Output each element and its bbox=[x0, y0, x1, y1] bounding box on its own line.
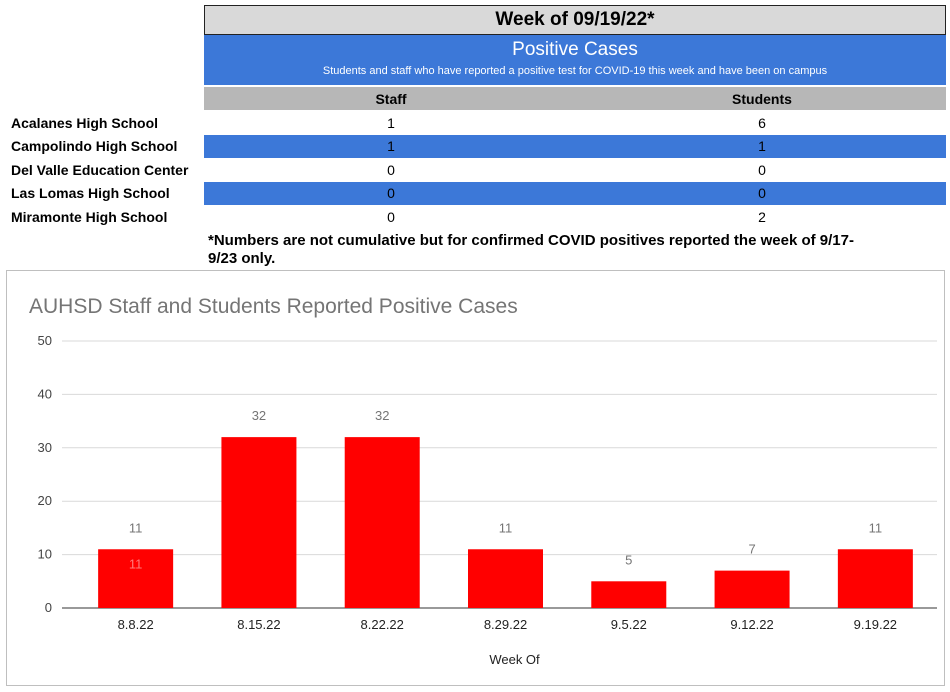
x-tick-label: 8.29.22 bbox=[484, 617, 527, 632]
students-count: 0 bbox=[578, 158, 946, 182]
bar bbox=[468, 549, 543, 608]
y-tick-label: 40 bbox=[38, 386, 52, 401]
table-row: Las Lomas High School 0 0 bbox=[0, 182, 950, 206]
x-tick-label: 8.22.22 bbox=[361, 617, 404, 632]
school-rows: Acalanes High School 1 6 Campolindo High… bbox=[0, 111, 950, 229]
footnote: *Numbers are not cumulative but for conf… bbox=[208, 232, 868, 268]
positive-cases-banner: Positive Cases Students and staff who ha… bbox=[204, 35, 946, 85]
x-tick-label: 8.15.22 bbox=[237, 617, 280, 632]
staff-header: Staff bbox=[204, 87, 578, 110]
school-name: Miramonte High School bbox=[11, 209, 167, 225]
school-name: Acalanes High School bbox=[11, 115, 158, 131]
table-row: Miramonte High School 0 2 bbox=[0, 205, 950, 229]
row-cells: 0 0 bbox=[204, 182, 946, 206]
y-tick-label: 30 bbox=[38, 440, 52, 455]
table-row: Acalanes High School 1 6 bbox=[0, 111, 950, 135]
x-tick-label: 9.19.22 bbox=[854, 617, 897, 632]
students-count: 1 bbox=[578, 135, 946, 159]
y-tick-label: 50 bbox=[38, 333, 52, 348]
y-tick-label: 0 bbox=[45, 600, 52, 615]
x-tick-label: 9.12.22 bbox=[730, 617, 773, 632]
bar bbox=[221, 437, 296, 608]
bar bbox=[838, 549, 913, 608]
bar bbox=[345, 437, 420, 608]
column-headers: Staff Students bbox=[204, 87, 946, 110]
students-header: Students bbox=[578, 87, 946, 110]
staff-count: 1 bbox=[204, 135, 578, 159]
row-cells: 0 0 bbox=[204, 158, 946, 182]
staff-count: 1 bbox=[204, 111, 578, 135]
staff-count: 0 bbox=[204, 182, 578, 206]
row-cells: 1 1 bbox=[204, 135, 946, 159]
table-row: Del Valle Education Center 0 0 bbox=[0, 158, 950, 182]
row-cells: 0 2 bbox=[204, 205, 946, 229]
y-tick-label: 20 bbox=[38, 493, 52, 508]
chart-container: AUHSD Staff and Students Reported Positi… bbox=[6, 270, 945, 686]
row-cells: 1 6 bbox=[204, 111, 946, 135]
x-axis-title: Week Of bbox=[489, 652, 540, 667]
school-name: Campolindo High School bbox=[11, 138, 177, 154]
students-count: 0 bbox=[578, 182, 946, 206]
inner-data-label: 11 bbox=[129, 556, 143, 571]
x-tick-label: 8.8.22 bbox=[118, 617, 154, 632]
table-row: Campolindo High School 1 1 bbox=[0, 135, 950, 159]
x-tick-label: 9.5.22 bbox=[611, 617, 647, 632]
bar bbox=[591, 581, 666, 608]
data-label: 5 bbox=[625, 552, 632, 567]
data-label: 11 bbox=[869, 520, 883, 535]
banner-title: Positive Cases bbox=[204, 39, 946, 61]
staff-count: 0 bbox=[204, 205, 578, 229]
students-count: 6 bbox=[578, 111, 946, 135]
data-label: 7 bbox=[748, 542, 755, 557]
school-name: Del Valle Education Center bbox=[11, 162, 188, 178]
data-label: 32 bbox=[375, 408, 389, 423]
banner-subtitle: Students and staff who have reported a p… bbox=[204, 65, 946, 77]
data-label: 11 bbox=[499, 520, 513, 535]
data-label: 32 bbox=[252, 408, 266, 423]
school-name: Las Lomas High School bbox=[11, 185, 170, 201]
bar-chart: 0 10 20 30 40 50 11 8.8.22 11 32 8.15.22 32 8.22.22 1… bbox=[7, 271, 944, 685]
week-title: Week of 09/19/22* bbox=[204, 5, 946, 35]
data-label: 11 bbox=[129, 520, 143, 535]
staff-count: 0 bbox=[204, 158, 578, 182]
bar bbox=[715, 571, 790, 608]
y-tick-label: 10 bbox=[38, 547, 52, 562]
students-count: 2 bbox=[578, 205, 946, 229]
